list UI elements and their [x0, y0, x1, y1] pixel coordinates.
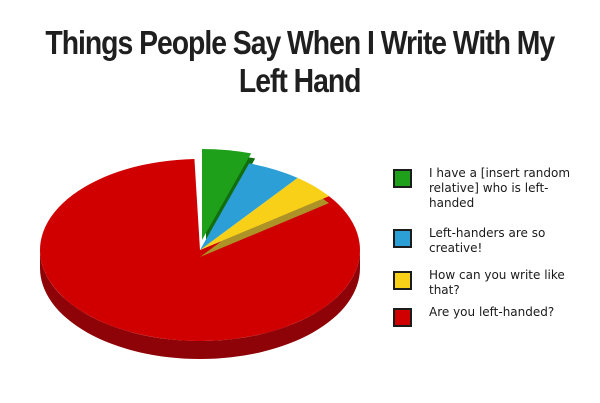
legend-label: Are you left-handed? — [429, 305, 555, 319]
legend-entry: Left-handers are so creative! — [393, 226, 581, 256]
pie-slice — [200, 177, 329, 250]
pie-slice — [39, 159, 360, 341]
legend-swatch-yellow — [393, 271, 412, 290]
legend-label: Left-handers are so creative! — [429, 226, 546, 255]
pie-slice — [202, 149, 252, 240]
chart-title-line2: Left Hand — [239, 62, 362, 99]
legend-swatch-blue — [393, 229, 412, 248]
chart-title-line1: Things People Say When I Write With My — [45, 24, 556, 61]
legend: I have a [insert random relative] who is… — [393, 0, 593, 403]
legend-swatch-red — [393, 308, 412, 327]
legend-label: I have a [insert random relative] who is… — [429, 166, 571, 210]
legend-entry: I have a [insert random relative] who is… — [393, 166, 581, 211]
legend-entry: Are you left-handed? — [393, 305, 581, 327]
legend-swatch-green — [393, 169, 412, 188]
pie-side-#D00000 — [40, 250, 360, 359]
pie-slice — [200, 163, 298, 250]
chart-title: Things People Say When I Write With My L… — [0, 24, 600, 100]
legend-label: How can you write like that? — [429, 268, 565, 297]
legend-entry: How can you write like that? — [393, 268, 581, 298]
